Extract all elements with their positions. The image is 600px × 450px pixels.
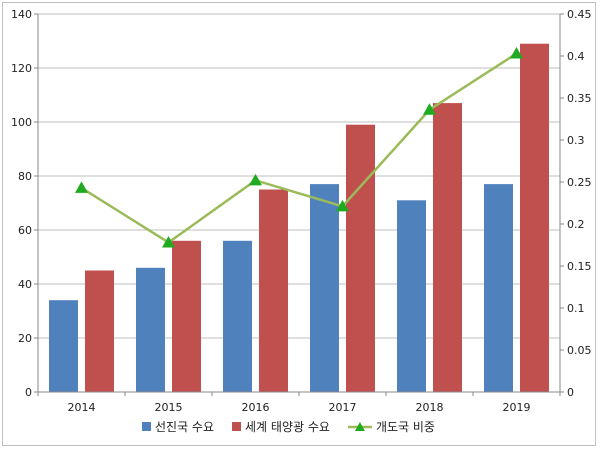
legend-swatch-developed <box>142 422 151 431</box>
line-point-marker <box>510 46 523 59</box>
bar-developed-demand <box>484 184 513 392</box>
bar-developed-demand <box>49 300 78 392</box>
line-point-marker <box>162 235 175 248</box>
x-tick-label: 2019 <box>503 401 531 414</box>
left-tick-label: 100 <box>11 116 32 129</box>
left-tick-label: 0 <box>25 386 32 399</box>
x-tick-label: 2015 <box>155 401 183 414</box>
right-tick-label: 0.05 <box>567 344 592 357</box>
left-tick-label: 80 <box>18 170 32 183</box>
right-tick-label: 0.4 <box>567 50 585 63</box>
bar-developed-demand <box>397 200 426 392</box>
left-tick-label: 40 <box>18 278 32 291</box>
axes: 0 20 40 60 80 100 120 140 0 0.05 0.1 0.15 0.2 0.25 0.3… <box>11 8 592 414</box>
bar-world-solar-demand <box>346 124 375 392</box>
right-tick-label: 0 <box>567 386 574 399</box>
x-tick-label: 2014 <box>68 401 96 414</box>
bar-world-solar-demand <box>259 189 288 392</box>
x-tick-label: 2016 <box>242 401 270 414</box>
legend-label: 선진국 수요 <box>155 420 214 434</box>
gridlines <box>38 13 560 339</box>
left-tick-label: 20 <box>18 332 32 345</box>
line-point-marker <box>75 181 88 193</box>
line-developing-share <box>80 52 518 244</box>
line-point-marker <box>423 103 436 115</box>
line-point-marker <box>249 173 262 186</box>
line-point-marker <box>336 199 349 212</box>
legend-label: 개도국 비중 <box>376 420 435 434</box>
left-tick-label: 140 <box>11 8 32 21</box>
bar-world-solar-demand <box>520 43 549 392</box>
right-tick-label: 0.35 <box>567 92 592 105</box>
legend-swatch-world <box>232 422 242 431</box>
bar-world-solar-demand <box>433 103 462 392</box>
right-tick-label: 0.1 <box>567 302 585 315</box>
bar-developed-demand <box>310 184 339 392</box>
legend: 선진국 수요 세계 태양광 수요 개도국 비중 <box>142 420 435 434</box>
right-tick-label: 0.15 <box>567 260 592 273</box>
left-tick-label: 120 <box>11 62 32 75</box>
left-tick-label: 60 <box>18 224 32 237</box>
bar-world-solar-demand <box>85 270 114 392</box>
bar-developed-demand <box>223 240 252 392</box>
line-series <box>75 46 523 248</box>
bar-developed-demand <box>136 267 165 392</box>
right-tick-label: 0.2 <box>567 218 585 231</box>
bar-world-solar-demand <box>172 240 201 392</box>
x-tick-label: 2017 <box>329 401 357 414</box>
bars <box>49 43 549 392</box>
x-tick-label: 2018 <box>416 401 444 414</box>
legend-label: 세계 태양광 수요 <box>245 420 330 434</box>
right-tick-label: 0.25 <box>567 176 592 189</box>
right-tick-label: 0.45 <box>567 8 592 21</box>
right-tick-label: 0.3 <box>567 134 585 147</box>
legend-marker-swatch <box>354 422 365 431</box>
